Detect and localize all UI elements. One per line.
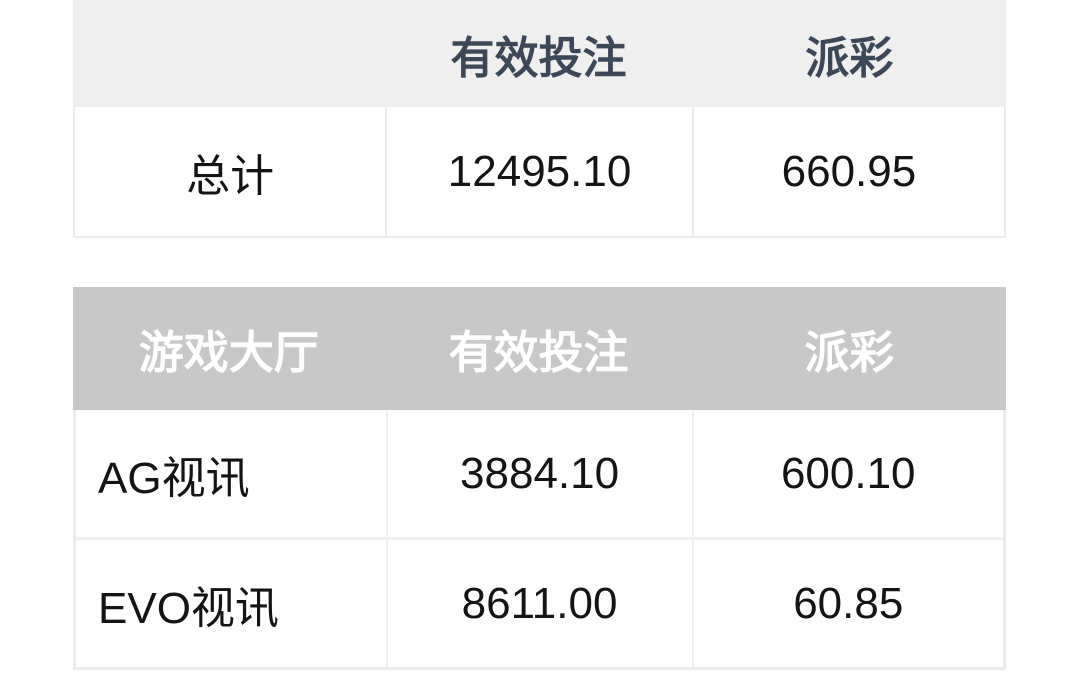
summary-table: 有效投注 派彩 总计 12495.10 660.95 [73,0,1006,238]
ag-payout-value: 600.10 [691,410,1003,537]
lobby-header-payout: 派彩 [804,327,895,378]
ag-label: AG视讯 [98,453,250,503]
lobby-header-valid-bets: 有效投注 [448,327,629,378]
ag-valid-bets-value: 3884.10 [385,410,692,537]
lobby-row-ag: AG视讯 3884.10 600.10 [76,410,1003,537]
lobby-table-header: 游戏大厅 有效投注 派彩 [73,287,1006,410]
summary-table-header: 有效投注 派彩 [73,0,1006,107]
lobby-table-body: AG视讯 3884.10 600.10 EVO视讯 8611.00 60.85 [73,410,1006,670]
summary-header-valid-bets: 有效投注 [450,33,627,83]
summary-header-spacer [73,0,385,107]
summary-total-row: 总计 12495.10 660.95 [73,107,1006,238]
total-label: 总计 [186,151,275,201]
total-payout-value: 660.95 [691,107,1004,236]
total-valid-bets-value: 12495.10 [385,107,692,236]
evo-label: EVO视讯 [98,583,279,633]
lobby-table: 游戏大厅 有效投注 派彩 AG视讯 3884.10 600.10 EVO视讯 8… [73,287,1006,670]
evo-payout-value: 60.85 [691,540,1003,667]
summary-header-payout: 派彩 [805,33,894,83]
lobby-header-game-hall: 游戏大厅 [138,327,319,378]
evo-valid-bets-value: 8611.00 [385,540,692,667]
lobby-row-evo: EVO视讯 8611.00 60.85 [76,537,1003,667]
